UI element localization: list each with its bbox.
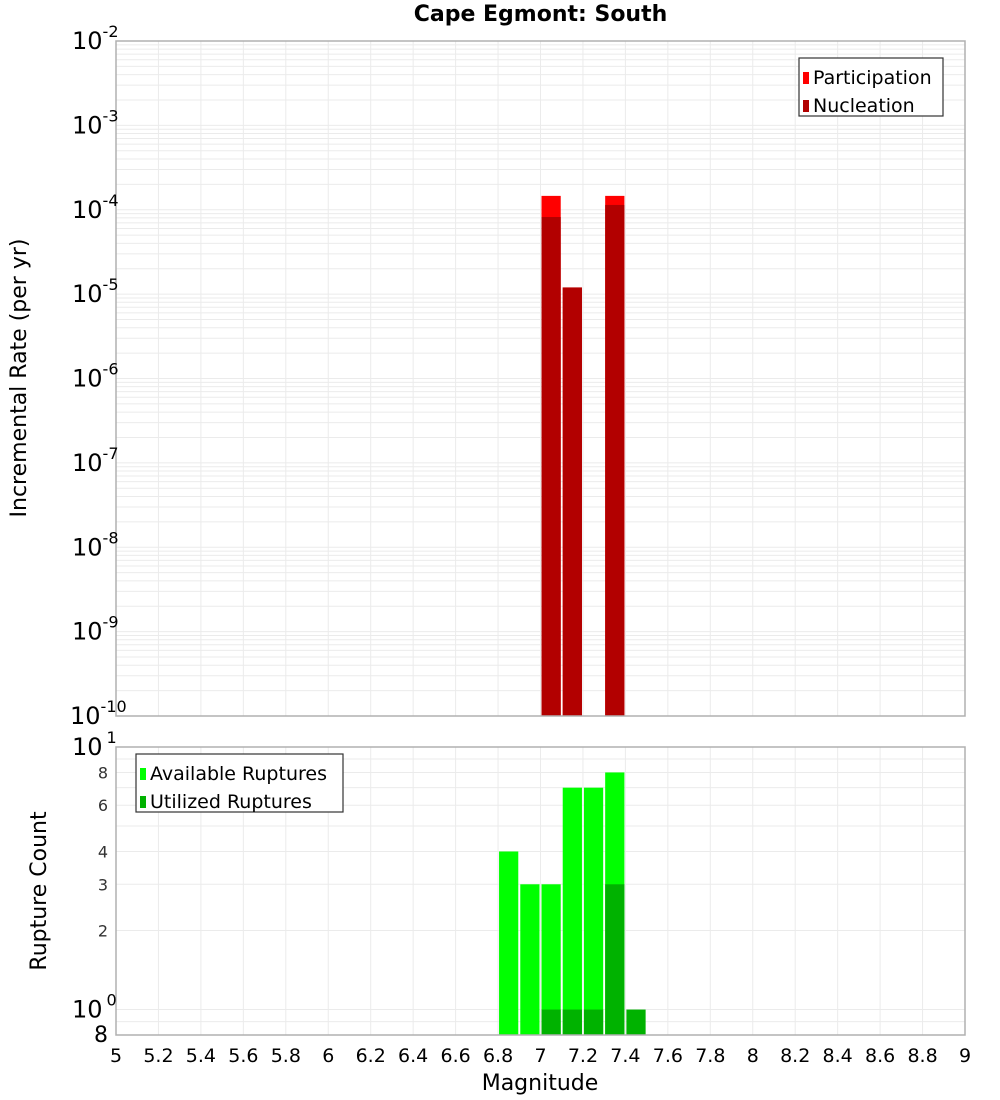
x-axis-label: Magnitude: [482, 1071, 599, 1096]
legend-label: Nucleation: [813, 95, 915, 117]
y-tick-label: 10-4: [72, 191, 119, 224]
y-tick-label: 3: [98, 875, 108, 894]
x-tick-label: 9: [959, 1045, 971, 1067]
x-tick-label: 6.4: [398, 1045, 428, 1067]
x-tick-label: 5.2: [143, 1045, 173, 1067]
legend-label: Utilized Ruptures: [150, 791, 312, 813]
bar-utilized-ruptures: [583, 1009, 604, 1035]
x-tick-label: 5.4: [186, 1045, 216, 1067]
y-tick-label: 10-9: [72, 613, 119, 646]
x-tick-label: 8.4: [823, 1045, 853, 1067]
x-tick-label: 5.8: [271, 1045, 301, 1067]
legend-label: Available Ruptures: [150, 763, 327, 785]
chart-title: Cape Egmont: South: [413, 2, 668, 27]
y-tick-label: 10 1: [72, 728, 117, 761]
bar-nucleation: [605, 204, 625, 716]
x-tick-label: 6: [322, 1045, 334, 1067]
top-plot-y-label: Incremental Rate (per yr): [7, 239, 32, 518]
bottom-plot-bars: [499, 772, 646, 1035]
legend-label: Participation: [813, 67, 932, 89]
legend-swatch-icon: [803, 100, 809, 112]
top-plot-bars: [541, 195, 625, 717]
x-tick-label: 7.4: [610, 1045, 640, 1067]
x-tick-label: 5: [110, 1045, 122, 1067]
x-tick-label: 6.8: [483, 1045, 513, 1067]
bar-available-ruptures: [499, 851, 519, 1035]
bottom-plot-legend: Available Ruptures Utilized Ruptures: [135, 753, 344, 813]
y-tick-label: 8: [98, 763, 108, 782]
bottom-plot-y-label: Rupture Count: [27, 811, 52, 971]
y-tick-label: 4: [98, 842, 108, 861]
y-tick-label: 8: [94, 1023, 108, 1048]
x-tick-label: 8.8: [907, 1045, 937, 1067]
x-tick-label: 7.2: [568, 1045, 598, 1067]
legend-swatch-icon: [140, 768, 146, 780]
bar-available-ruptures: [583, 787, 604, 1035]
top-plot-legend: Participation Nucleation: [798, 57, 944, 117]
y-tick-label: 10-6: [72, 360, 119, 393]
y-tick-label: 10-2: [72, 22, 119, 55]
y-tick-label: 10-10: [70, 697, 127, 730]
bar-nucleation: [562, 287, 582, 716]
x-tick-label: 8.6: [865, 1045, 895, 1067]
top-plot-y-ticks: 10-2 10-3 10-4 10-5 10-6 10-7 10-8 10-9 10-10: [70, 22, 127, 730]
x-tick-label: 7.8: [695, 1045, 725, 1067]
x-tick-label: 6.6: [440, 1045, 470, 1067]
y-tick-label: 10-8: [72, 528, 119, 561]
bar-utilized-ruptures: [562, 1009, 582, 1035]
top-plot-frame: [115, 40, 966, 717]
x-tick-label: 7.6: [653, 1045, 683, 1067]
x-tick-label: 6.2: [356, 1045, 386, 1067]
y-tick-label: 6: [98, 796, 108, 815]
x-tick-label: 5.6: [228, 1045, 258, 1067]
bar-nucleation: [541, 217, 561, 716]
x-tick-label: 8.2: [780, 1045, 810, 1067]
y-tick-label: 10-7: [72, 444, 119, 477]
bar-available-ruptures: [520, 884, 540, 1035]
bottom-plot-frame: [115, 746, 966, 1036]
y-tick-label: 10-5: [72, 275, 119, 308]
x-tick-label: 7: [534, 1045, 546, 1067]
y-tick-label: 2: [98, 922, 108, 941]
y-tick-label: 10-3: [72, 106, 119, 139]
top-plot-grid: [115, 41, 966, 717]
bar-utilized-ruptures: [541, 1009, 561, 1035]
x-tick-label: 8: [747, 1045, 759, 1067]
y-tick-label: 10 0: [72, 991, 117, 1024]
bar-available-ruptures: [541, 884, 561, 1035]
bar-utilized-ruptures: [626, 1009, 646, 1035]
legend-swatch-icon: [803, 72, 809, 84]
legend-swatch-icon: [140, 796, 146, 808]
bar-utilized-ruptures: [605, 884, 625, 1035]
bar-available-ruptures: [562, 787, 582, 1035]
x-axis-ticks: 5 5.2 5.4 5.6 5.8 6 6.2 6.4 6.6 6.8 7 7.2 7.4 7.6 7.8 8…: [110, 1045, 971, 1067]
